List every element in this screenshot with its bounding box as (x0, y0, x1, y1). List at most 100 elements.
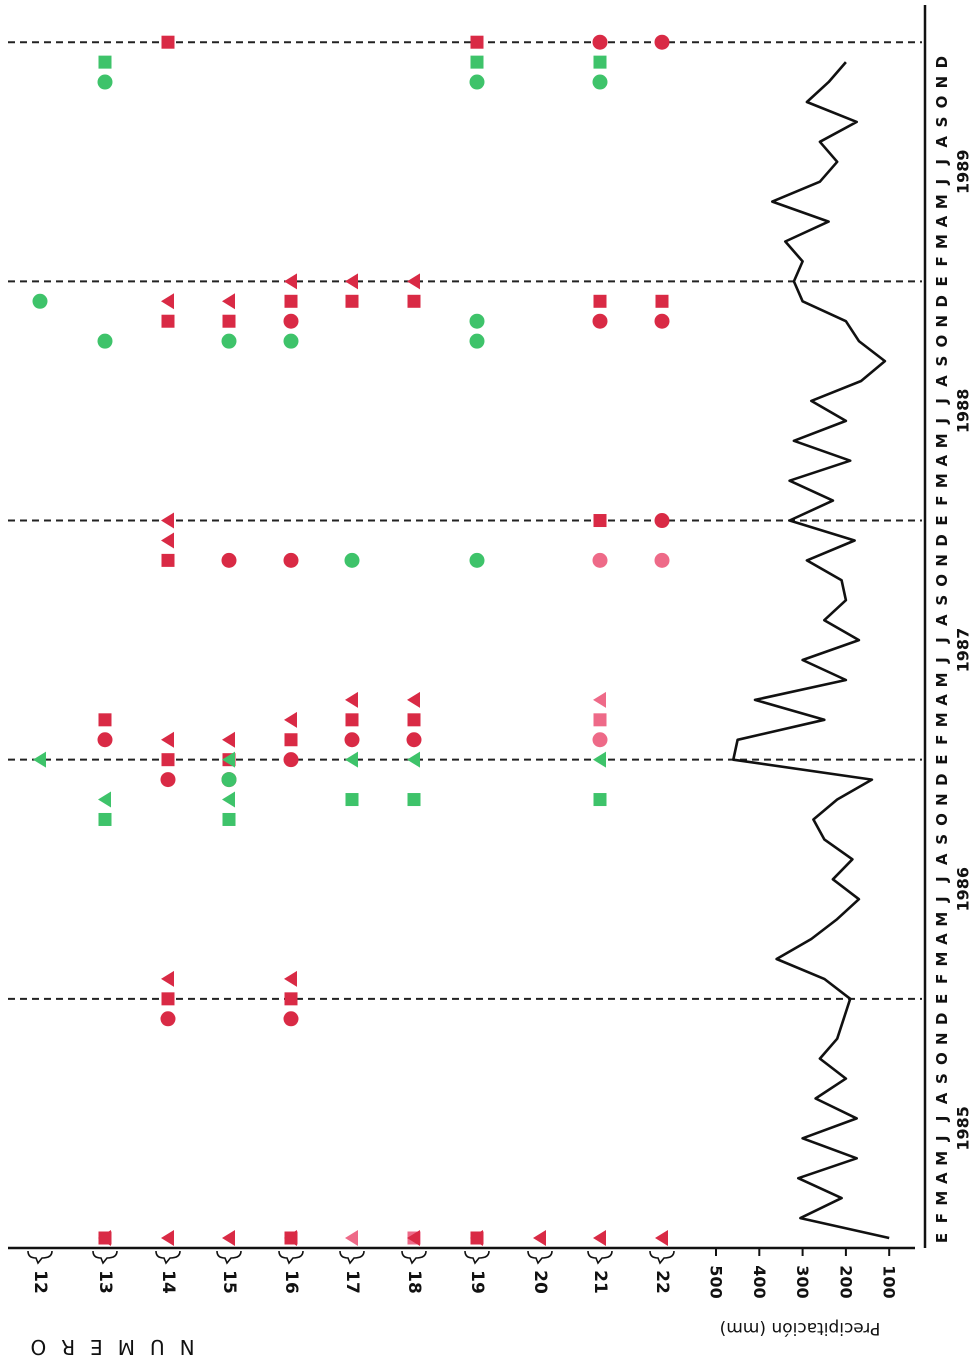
month-label: S (933, 595, 951, 606)
month-label: A (933, 215, 951, 227)
month-label: M (933, 912, 951, 927)
row-label-20: 20 (530, 1270, 550, 1294)
precip-tick-label-400: 400 (750, 1265, 769, 1298)
marker-triangle-red-row16 (284, 273, 297, 290)
month-label: O (933, 335, 951, 348)
marker-circle-red-row13 (97, 732, 113, 748)
month-label: A (933, 1172, 951, 1184)
marker-square-red-row17 (345, 294, 359, 308)
marker-triangle-red-row18 (407, 691, 420, 708)
precip-axis-label: Precipitación (mm) (720, 1318, 881, 1338)
marker-square-red-row14 (161, 314, 175, 328)
row-brace-18 (401, 1250, 427, 1265)
marker-circle-red-row14 (160, 1011, 176, 1027)
month-label: O (933, 1052, 951, 1065)
marker-circle-green-row19 (469, 552, 485, 568)
marker-triangle-pink-row17 (345, 1230, 358, 1246)
year-label-1987: 1987 (954, 628, 973, 673)
marker-square-green-row19 (470, 55, 484, 69)
month-label: A (933, 933, 951, 945)
month-label: F (933, 495, 951, 505)
marker-square-red-row13 (98, 713, 112, 727)
marker-triangle-red-row16 (284, 970, 297, 987)
y-axis-title: NUMERO (15, 1335, 194, 1359)
marker-square-red-row21 (593, 294, 607, 308)
marker-triangle-red-row14 (161, 293, 174, 310)
month-label: M (933, 194, 951, 209)
marker-triangle-red-row15 (222, 293, 235, 310)
marker-triangle-green-row13 (98, 791, 111, 808)
marker-square-red-row18 (407, 713, 421, 727)
row-label-22: 22 (652, 1270, 672, 1294)
marker-circle-red-row18 (406, 732, 422, 748)
marker-triangle-green-row15 (222, 791, 235, 808)
marker-triangle-red-row16 (284, 711, 297, 728)
month-label: D (933, 534, 951, 546)
row-brace-16 (278, 1250, 304, 1265)
marker-circle-red-row21 (592, 34, 608, 50)
month-label: S (933, 1073, 951, 1084)
month-label: D (933, 56, 951, 68)
marker-square-red-row17 (345, 713, 359, 727)
marker-square-red-row14 (161, 35, 175, 49)
month-label: O (933, 813, 951, 826)
marker-circle-pink-row21 (592, 732, 608, 748)
marker-circle-red-row21 (592, 313, 608, 329)
month-label: M (933, 712, 951, 727)
month-label: J (933, 1116, 951, 1123)
month-label: D (933, 295, 951, 307)
marker-circle-red-row16 (283, 552, 299, 568)
marker-triangle-green-row12 (33, 751, 46, 768)
precip-tick-label-500: 500 (707, 1265, 726, 1298)
marker-square-red-row19 (470, 35, 484, 49)
month-label: N (933, 1032, 951, 1045)
year-label-1986: 1986 (954, 867, 973, 912)
month-label: F (933, 1213, 951, 1223)
marker-triangle-red-row13 (98, 1230, 111, 1246)
marker-circle-green-row13 (97, 333, 113, 349)
month-label: S (933, 834, 951, 845)
marker-triangle-red-row18 (407, 273, 420, 290)
marker-triangle-red-row17 (345, 273, 358, 290)
marker-square-green-row21 (593, 55, 607, 69)
month-label: M (933, 473, 951, 488)
precip-tick-label-100: 100 (880, 1265, 899, 1298)
marker-circle-red-row17 (344, 732, 360, 748)
month-label: O (933, 574, 951, 587)
marker-square-red-row21 (593, 514, 607, 528)
marker-triangle-red-row15 (222, 1230, 235, 1246)
marker-circle-red-row22 (654, 34, 670, 50)
marker-square-red-row22 (655, 294, 669, 308)
marker-triangle-green-row17 (345, 751, 358, 768)
marker-square-red-row14 (161, 753, 175, 767)
row-brace-22 (649, 1250, 675, 1265)
marker-circle-red-row22 (654, 513, 670, 529)
month-label: M (933, 952, 951, 967)
marker-triangle-red-row14 (161, 512, 174, 529)
row-label-15: 15 (219, 1270, 239, 1294)
month-label: E (933, 515, 951, 525)
year-label-1985: 1985 (954, 1106, 973, 1151)
marker-circle-green-row19 (469, 313, 485, 329)
row-label-13: 13 (95, 1270, 115, 1294)
month-label: J (933, 876, 951, 883)
marker-circle-pink-row21 (592, 552, 608, 568)
markers-layer (32, 34, 670, 1246)
marker-square-green-row21 (593, 793, 607, 807)
marker-circle-green-row19 (469, 74, 485, 90)
row-brace-13 (92, 1250, 118, 1265)
marker-circle-red-row16 (283, 313, 299, 329)
marker-triangle-red-row14 (161, 731, 174, 748)
row-brace-15 (216, 1250, 242, 1265)
month-label: D (933, 773, 951, 785)
month-label: N (933, 76, 951, 89)
labels-layer: 12 13 14 15 16 17 18 19 20 21 22 NUMERO 100 200 300 400… (15, 56, 972, 1359)
marker-circle-green-row15 (221, 333, 237, 349)
marker-square-red-row14 (161, 992, 175, 1006)
marker-circle-red-row14 (160, 772, 176, 788)
month-label: J (933, 657, 951, 664)
marker-triangle-green-row21 (593, 751, 606, 768)
marker-circle-green-row12 (32, 293, 48, 309)
marker-triangle-red-row21 (593, 1230, 606, 1246)
marker-circle-green-row17 (344, 552, 360, 568)
